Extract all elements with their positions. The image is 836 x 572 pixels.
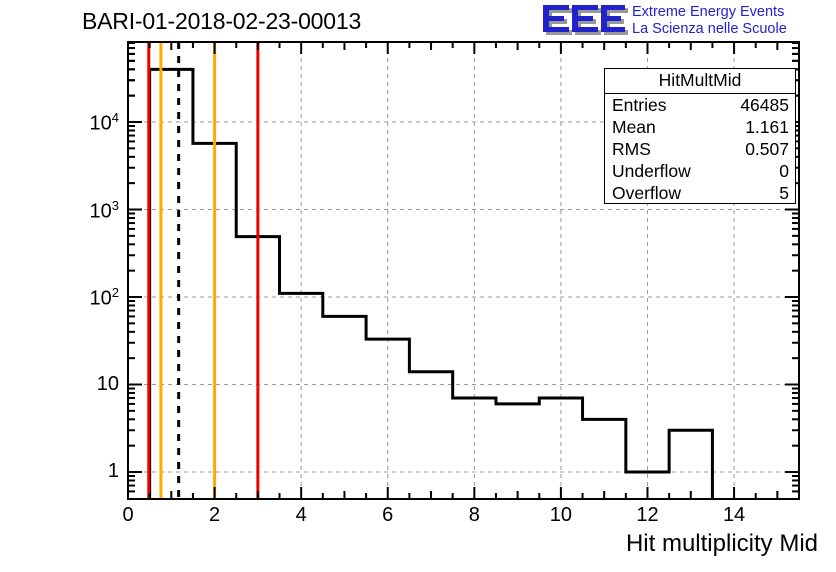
stats-row-key: Overflow — [612, 183, 682, 203]
stats-row: Overflow 5 — [605, 182, 795, 204]
stats-row: RMS 0.507 — [605, 138, 795, 160]
stats-box-title: HitMultMid — [605, 69, 795, 94]
x-axis-tick-label: 2 — [209, 504, 221, 526]
eee-logo: Extreme Energy Events La Scienza nelle S… — [540, 2, 832, 42]
x-axis-tick-label: 6 — [382, 504, 394, 526]
stats-row-key: Entries — [612, 95, 667, 115]
stats-row-value: 0.507 — [745, 139, 789, 159]
x-axis-tick-label: 14 — [722, 504, 746, 526]
x-axis-tick-label: 8 — [468, 504, 480, 526]
stats-box-rows: Entries 46485 Mean 1.161 RMS 0.507 Underflow 0 O… — [605, 94, 795, 204]
y-axis-tick-label: 1 — [107, 460, 119, 482]
eee-logo-line-2: La Scienza nelle Scuole — [632, 21, 787, 37]
stats-box: HitMultMid Entries 46485 Mean 1.161 RMS 0.507… — [604, 68, 796, 204]
stats-row-value: 5 — [779, 183, 789, 203]
x-axis-title: Hit multiplicity Mid — [625, 530, 818, 557]
stats-row: Mean 1.161 — [605, 116, 795, 138]
x-axis-tick-label: 12 — [636, 504, 659, 526]
stats-row-key: Underflow — [612, 161, 691, 181]
x-axis-tick-label: 4 — [295, 504, 307, 526]
x-axis-tick-label: 0 — [122, 504, 134, 526]
stats-row-value: 46485 — [740, 95, 789, 115]
eee-logo-line-1: Extreme Energy Events — [632, 4, 785, 20]
stats-row: Entries 46485 — [605, 94, 795, 116]
eee-logo-text: Extreme Energy Events La Scienza nelle S… — [632, 4, 832, 38]
stats-row-value: 0 — [779, 161, 789, 181]
stats-row-key: Mean — [612, 117, 656, 137]
y-axis-tick-label: 10 — [96, 372, 119, 395]
plot-frame — [127, 41, 800, 500]
y-axis-tick-label: 103 — [89, 197, 119, 223]
y-axis-tick-label: 104 — [89, 110, 119, 135]
page-title: BARI-01-2018-02-23-00013 — [82, 8, 362, 34]
stats-row-value: 1.161 — [745, 117, 789, 137]
stats-row: Underflow 0 — [605, 160, 795, 182]
eee-logo-mark-icon — [543, 5, 628, 35]
stats-row-key: RMS — [612, 139, 651, 159]
x-axis-tick-label: 10 — [549, 504, 573, 526]
y-axis-tick-label: 102 — [89, 285, 119, 310]
